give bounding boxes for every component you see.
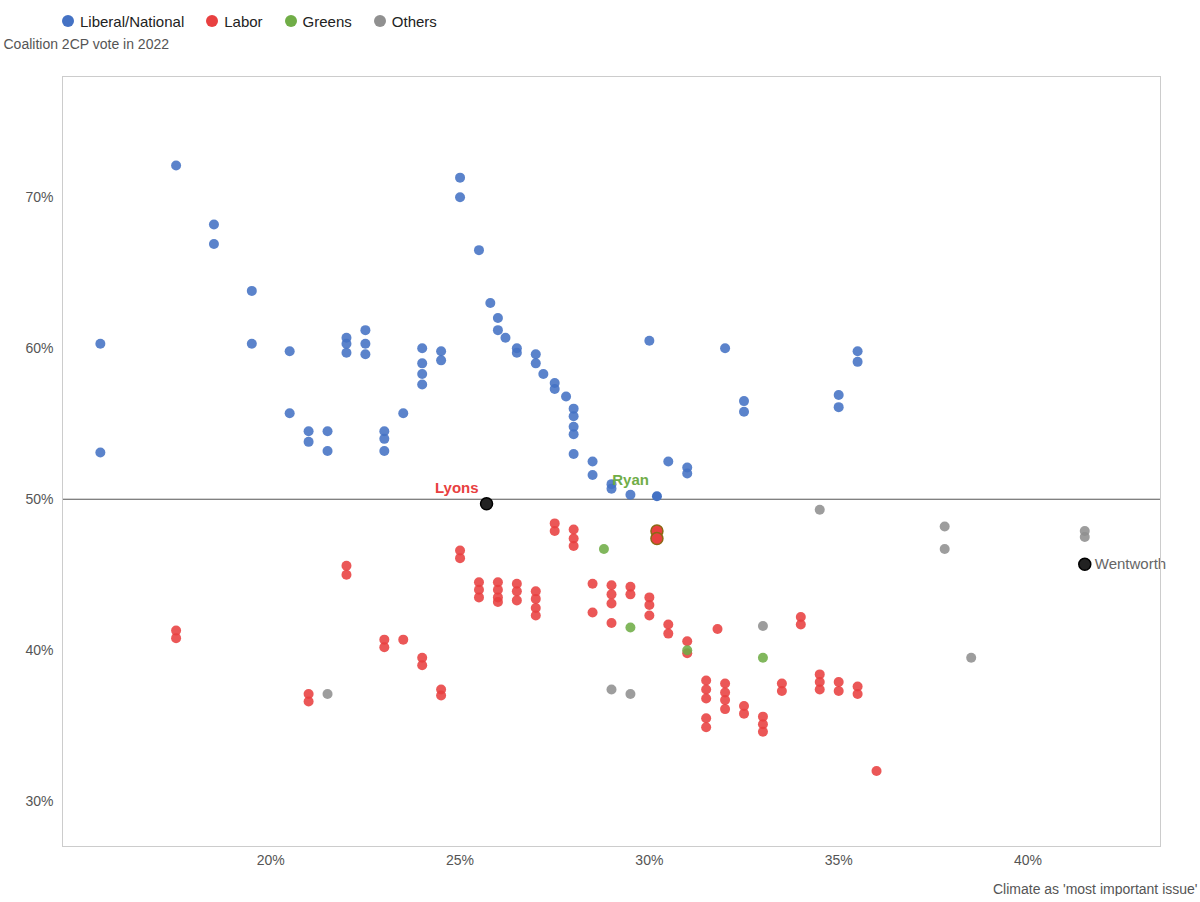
html-text:Others: Others xyxy=(391,12,437,30)
svg-text:60%: 60% xyxy=(25,340,53,356)
svg-text:50%: 50% xyxy=(25,491,53,507)
svg-text:Climate as 'most important iss: Climate as 'most important issue' xyxy=(993,881,1198,897)
svg-text:25%: 25% xyxy=(446,852,474,868)
svg-text:40%: 40% xyxy=(25,642,53,658)
svg-text:Ryan: Ryan xyxy=(612,471,649,488)
html-text:Liberal/National: Liberal/National xyxy=(80,12,185,30)
svg-text:20%: 20% xyxy=(257,852,285,868)
svg-text:35%: 35% xyxy=(825,852,853,868)
html-text:Greens: Greens xyxy=(302,12,352,30)
svg-text:70%: 70% xyxy=(25,189,53,205)
html-text:Labor: Labor xyxy=(224,12,263,30)
svg-text:30%: 30% xyxy=(25,793,53,809)
svg-text:Wentworth: Wentworth xyxy=(1095,555,1166,572)
svg-text:40%: 40% xyxy=(1014,852,1042,868)
svg-text:30%: 30% xyxy=(635,852,663,868)
svg-text:Coalition 2CP vote in 2022: Coalition 2CP vote in 2022 xyxy=(4,36,170,52)
svg-text:Lyons: Lyons xyxy=(435,479,479,496)
